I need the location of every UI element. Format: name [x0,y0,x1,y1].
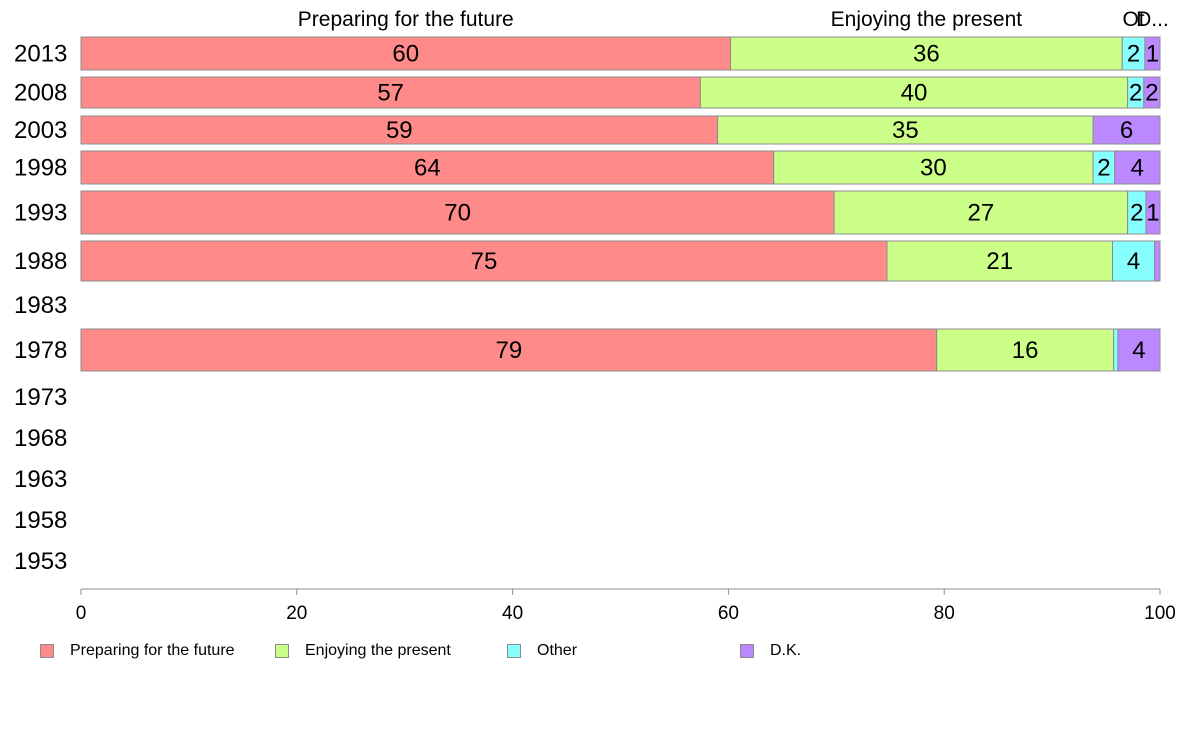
year-label-1983: 1983 [14,292,67,319]
x-tick-label-20: 20 [286,603,307,624]
bar-other-1988 [1112,240,1156,282]
legend-item-dk: D.K. [740,642,801,660]
value-label-d-k-1978: 4 [1132,337,1145,364]
legend: Preparing for the future Enjoying the pr… [40,642,1140,664]
bar-other-1978 [1113,328,1119,372]
top-label-enjoying-the-present: Enjoying the present [831,8,1023,31]
value-label-d-k-2008: 2 [1145,80,1158,107]
value-label-other-1993: 2 [1130,200,1143,227]
bar-enjoying-the-present-2013 [730,36,1123,71]
legend-label-other: Other [537,642,578,659]
legend-item-enjoying: Enjoying the present [275,642,451,660]
year-label-1973: 1973 [14,384,67,411]
bar-enjoying-the-present-2008 [699,76,1129,109]
year-label-1953: 1953 [14,548,67,575]
bar-enjoying-the-present-1998 [773,150,1094,185]
bar-d-k-2013 [1144,36,1161,71]
legend-label-enjoying: Enjoying the present [305,642,451,659]
bar-preparing-for-the-future-2003 [80,115,719,145]
year-label-2003: 2003 [14,117,67,144]
bar-enjoying-the-present-1988 [886,240,1114,282]
bar-enjoying-the-present-1993 [833,190,1129,235]
value-label-preparing-for-the-future-2003: 59 [386,117,413,144]
legend-item-other: Other [507,642,577,660]
bar-d-k-1993 [1145,190,1161,235]
bar-d-k-2003 [1092,115,1161,145]
bar-preparing-for-the-future-1988 [80,240,888,282]
value-label-d-k-1993: 1 [1146,200,1159,227]
value-label-other-1988: 4 [1127,248,1140,275]
top-label-other: Ot [1122,8,1144,31]
value-label-other-2008: 2 [1129,80,1142,107]
value-label-preparing-for-the-future-1998: 64 [414,155,441,182]
x-tick-label-0: 0 [76,603,87,624]
value-label-d-k-2003: 6 [1120,117,1133,144]
legend-label-preparing: Preparing for the future [70,642,235,659]
bar-enjoying-the-present-1978 [936,328,1115,372]
legend-swatch-dk [740,644,754,658]
bar-enjoying-the-present-2003 [717,115,1094,145]
legend-swatch-enjoying [275,644,289,658]
legend-item-preparing: Preparing for the future [40,642,235,660]
x-tick-label-40: 40 [502,603,523,624]
year-label-2013: 2013 [14,41,67,68]
x-tick-label-80: 80 [934,603,955,624]
x-tick-label-60: 60 [718,603,739,624]
stacked-bar-chart: 2013 2008 2003 1998 1993 1988 1983 1978 1973 1968… [14,8,1176,624]
legend-label-dk: D.K. [770,642,802,659]
value-label-preparing-for-the-future-1993: 70 [444,200,471,227]
bar-preparing-for-the-future-2013 [80,36,732,71]
value-label-preparing-for-the-future-2008: 57 [377,80,404,107]
value-label-enjoying-the-present-2013: 36 [913,41,940,68]
year-label-1993: 1993 [14,200,67,227]
value-label-other-1998: 2 [1097,155,1110,182]
value-label-preparing-for-the-future-1978: 79 [495,337,522,364]
value-label-d-k-1998: 4 [1131,155,1144,182]
bar-d-k-1978 [1117,328,1161,372]
year-label-2008: 2008 [14,80,67,107]
x-tick-label-100: 100 [1144,603,1176,624]
year-label-1963: 1963 [14,466,67,493]
bar-d-k-1998 [1114,150,1161,185]
legend-swatch-other [507,644,521,658]
bar-preparing-for-the-future-1978 [80,328,938,372]
top-label-preparing-for-the-future: Preparing for the future [298,8,514,31]
value-label-enjoying-the-present-1978: 16 [1012,337,1039,364]
year-label-1988: 1988 [14,248,67,275]
value-label-enjoying-the-present-1993: 27 [968,200,995,227]
value-label-d-k-2013: 1 [1146,41,1159,68]
value-label-enjoying-the-present-2003: 35 [892,117,919,144]
value-label-enjoying-the-present-2008: 40 [901,80,928,107]
value-label-enjoying-the-present-1998: 30 [920,155,947,182]
value-label-preparing-for-the-future-2013: 60 [392,41,419,68]
year-label-1978: 1978 [14,337,67,364]
year-label-1998: 1998 [14,155,67,182]
value-label-other-2013: 2 [1127,41,1140,68]
bar-preparing-for-the-future-1993 [80,190,835,235]
bar-d-k-1988 [1154,240,1161,282]
legend-swatch-preparing [40,644,54,658]
value-label-enjoying-the-present-1988: 21 [986,248,1013,275]
year-label-1958: 1958 [14,507,67,534]
top-label-d-k: D... [1136,8,1169,31]
bar-d-k-2008 [1143,76,1161,109]
value-label-preparing-for-the-future-1988: 75 [471,248,498,275]
year-label-1968: 1968 [14,425,67,452]
